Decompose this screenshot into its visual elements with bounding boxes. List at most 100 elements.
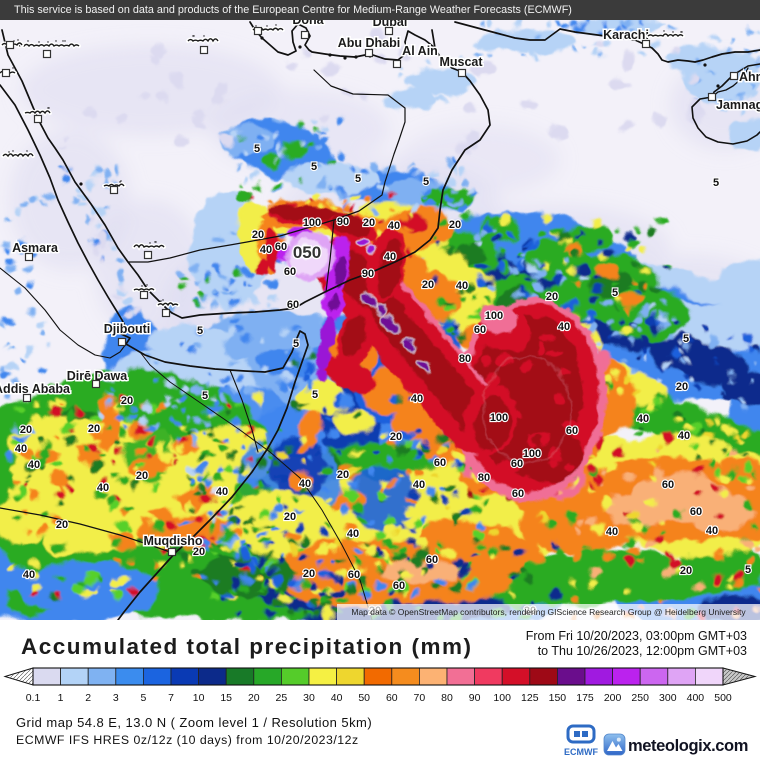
svg-text:40: 40: [299, 478, 311, 490]
svg-text:100: 100: [523, 448, 541, 460]
svg-text:5: 5: [293, 338, 299, 350]
svg-text:40: 40: [28, 459, 40, 471]
svg-text:5: 5: [311, 161, 317, 173]
svg-text:60: 60: [512, 488, 524, 500]
svg-text:20: 20: [121, 395, 133, 407]
svg-text:60: 60: [393, 580, 405, 592]
svg-text:20: 20: [422, 279, 434, 291]
svg-text:20: 20: [193, 546, 205, 558]
svg-text:20: 20: [56, 519, 68, 531]
svg-text:40: 40: [388, 220, 400, 232]
svg-text:40: 40: [558, 321, 570, 333]
svg-text:5: 5: [254, 143, 260, 155]
svg-text:100: 100: [303, 217, 321, 229]
svg-text:100: 100: [485, 310, 503, 322]
svg-text:15: 15: [220, 692, 232, 704]
svg-text:Jamnaga: Jamnaga: [716, 98, 760, 112]
svg-text:050: 050: [293, 243, 321, 262]
svg-text:Doha: Doha: [292, 20, 324, 27]
svg-text:Ahm: Ahm: [739, 70, 760, 84]
svg-text:5: 5: [197, 325, 203, 337]
svg-text:Karachi: Karachi: [603, 28, 649, 42]
svg-text:40: 40: [384, 251, 396, 263]
svg-text:175: 175: [576, 692, 594, 704]
svg-text:250: 250: [631, 692, 649, 704]
svg-text:Muqdisho: Muqdisho: [143, 534, 202, 548]
svg-text:2: 2: [85, 692, 91, 704]
svg-text:0.1: 0.1: [26, 692, 41, 704]
svg-text:500: 500: [714, 692, 732, 704]
svg-text:5: 5: [612, 287, 618, 299]
svg-text:5: 5: [423, 176, 429, 188]
svg-text:ECMWF: ECMWF: [564, 747, 598, 757]
svg-text:20: 20: [284, 511, 296, 523]
svg-text:Addis Ababa: Addis Ababa: [0, 382, 71, 396]
svg-text:meteologix.com: meteologix.com: [628, 737, 748, 755]
svg-text:30: 30: [303, 692, 315, 704]
svg-text:3: 3: [113, 692, 119, 704]
svg-text:40: 40: [678, 430, 690, 442]
svg-text:60: 60: [284, 266, 296, 278]
svg-text:Al Ain: Al Ain: [402, 44, 438, 58]
svg-text:40: 40: [260, 244, 272, 256]
svg-text:40: 40: [706, 525, 718, 537]
svg-text:90: 90: [362, 268, 374, 280]
svg-text:10: 10: [193, 692, 205, 704]
svg-text:40: 40: [456, 280, 468, 292]
svg-text:60: 60: [386, 692, 398, 704]
svg-text:5: 5: [355, 173, 361, 185]
svg-text:20: 20: [20, 424, 32, 436]
svg-text:100: 100: [493, 692, 511, 704]
svg-text:60: 60: [662, 479, 674, 491]
svg-text:5: 5: [312, 389, 318, 401]
svg-text:400: 400: [687, 692, 705, 704]
svg-text:20: 20: [680, 565, 692, 577]
svg-text:60: 60: [434, 457, 446, 469]
svg-text:5: 5: [140, 692, 146, 704]
svg-text:50: 50: [358, 692, 370, 704]
svg-text:40: 40: [331, 692, 343, 704]
svg-text:Muscat: Muscat: [439, 55, 483, 69]
svg-text:40: 40: [23, 569, 35, 581]
svg-text:80: 80: [459, 353, 471, 365]
svg-text:20: 20: [303, 568, 315, 580]
svg-text:Djibouti: Djibouti: [104, 322, 151, 336]
svg-text:1: 1: [58, 692, 64, 704]
svg-text:60: 60: [511, 458, 523, 470]
svg-text:20: 20: [136, 470, 148, 482]
svg-text:90: 90: [337, 216, 349, 228]
svg-text:20: 20: [449, 219, 461, 231]
svg-text:40: 40: [413, 479, 425, 491]
svg-text:40: 40: [411, 393, 423, 405]
svg-text:5: 5: [745, 564, 751, 576]
svg-text:20: 20: [390, 431, 402, 443]
svg-text:150: 150: [549, 692, 567, 704]
svg-text:90: 90: [469, 692, 481, 704]
svg-text:60: 60: [348, 569, 360, 581]
svg-text:125: 125: [521, 692, 539, 704]
svg-text:40: 40: [97, 482, 109, 494]
svg-text:40: 40: [216, 486, 228, 498]
svg-text:60: 60: [426, 554, 438, 566]
svg-text:300: 300: [659, 692, 677, 704]
svg-text:200: 200: [604, 692, 622, 704]
svg-text:20: 20: [88, 423, 100, 435]
svg-text:60: 60: [287, 299, 299, 311]
svg-text:70: 70: [414, 692, 426, 704]
svg-text:25: 25: [276, 692, 288, 704]
svg-text:5: 5: [683, 333, 689, 345]
svg-text:60: 60: [566, 425, 578, 437]
svg-text:Asmara: Asmara: [12, 241, 59, 255]
svg-text:80: 80: [478, 472, 490, 484]
svg-text:40: 40: [15, 443, 27, 455]
svg-text:60: 60: [690, 506, 702, 518]
svg-text:80: 80: [441, 692, 453, 704]
svg-text:Dubai: Dubai: [373, 20, 408, 29]
svg-text:20: 20: [248, 692, 260, 704]
svg-text:100: 100: [490, 412, 508, 424]
svg-text:7: 7: [168, 692, 174, 704]
svg-text:40: 40: [637, 413, 649, 425]
svg-text:5: 5: [202, 390, 208, 402]
svg-text:20: 20: [546, 291, 558, 303]
svg-text:20: 20: [252, 229, 264, 241]
